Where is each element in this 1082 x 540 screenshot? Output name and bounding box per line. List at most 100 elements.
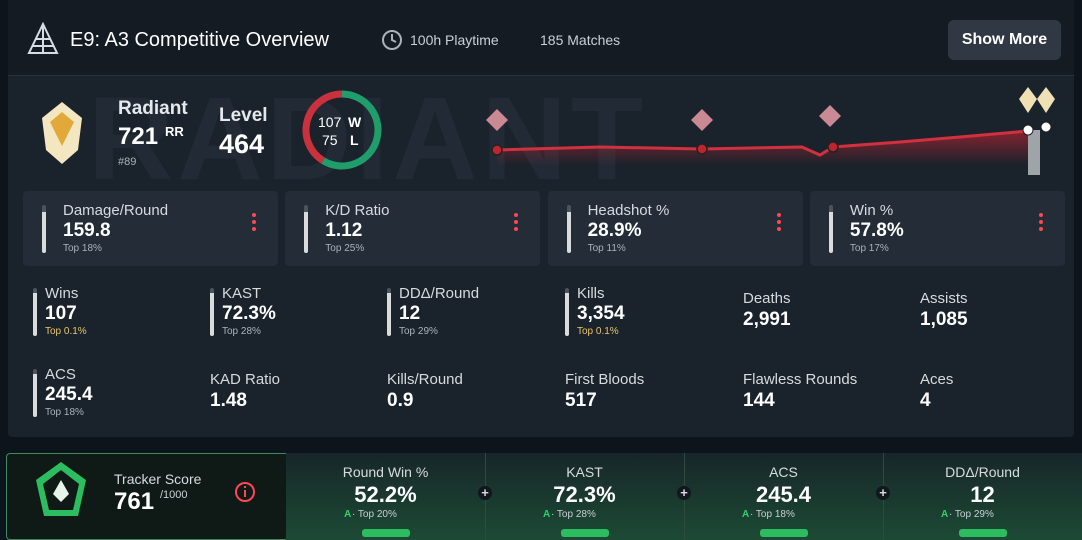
stat-label: KAST bbox=[222, 285, 262, 302]
playtime: 100h Playtime bbox=[410, 32, 499, 48]
score-stat-value: 72.3% bbox=[553, 482, 616, 507]
plus-icon: + bbox=[876, 486, 890, 500]
stat-bar bbox=[828, 205, 833, 253]
score-stat-label: KAST bbox=[566, 464, 603, 480]
stat-value: 72.3% bbox=[222, 303, 276, 324]
level-value: 464 bbox=[219, 129, 265, 159]
stat-rank: Top 0.1% bbox=[577, 326, 619, 337]
show-more-button[interactable]: Show More bbox=[948, 20, 1061, 60]
card-menu[interactable] bbox=[1038, 213, 1043, 234]
card-rank: Top 11% bbox=[587, 243, 626, 254]
card-label: Damage/Round bbox=[63, 202, 169, 219]
rank-icon bbox=[42, 102, 82, 164]
wins-label: W bbox=[348, 114, 362, 130]
stat-value: 1,085 bbox=[920, 309, 968, 330]
stat-value: 4 bbox=[920, 390, 931, 411]
stat-label: Wins bbox=[45, 285, 79, 302]
tracker-score-icon bbox=[36, 462, 86, 516]
stat-value: 144 bbox=[743, 390, 775, 411]
card-label: K/D Ratio bbox=[325, 202, 390, 219]
stat-rank: Top 0.1% bbox=[45, 326, 87, 337]
stat-label: DDΔ/Round bbox=[399, 285, 480, 302]
score-stat-rank: · Top 29% bbox=[949, 509, 994, 520]
stat-label: Aces bbox=[920, 371, 954, 388]
card-value: 57.8% bbox=[849, 220, 904, 241]
stat-bar bbox=[42, 205, 46, 253]
plus-icon: + bbox=[478, 486, 492, 500]
tracker-score-label: Tracker Score bbox=[114, 471, 202, 487]
stat-card bbox=[285, 191, 541, 266]
card-label: Headshot % bbox=[587, 202, 670, 219]
score-stat-grade: A bbox=[344, 509, 352, 520]
stat-rank: Top 28% bbox=[222, 326, 261, 337]
card-rank: Top 18% bbox=[63, 243, 102, 254]
score-stat-bar bbox=[959, 529, 1007, 537]
losses-label: L bbox=[350, 132, 359, 148]
wins: 107 bbox=[318, 114, 342, 130]
rank-position: #89 bbox=[118, 156, 137, 168]
stat-value: 0.9 bbox=[387, 390, 414, 411]
stat-bar bbox=[33, 369, 37, 417]
stat-bar bbox=[566, 205, 571, 253]
score-stat-rank: · Top 18% bbox=[750, 509, 795, 520]
stat-label: First Bloods bbox=[565, 371, 645, 388]
score-stat-label: ACS bbox=[769, 464, 798, 480]
card-value: 159.8 bbox=[63, 220, 111, 241]
score-stat-bar bbox=[760, 529, 808, 537]
score-stat-rank: · Top 20% bbox=[352, 509, 397, 520]
rank-rr-unit: RR bbox=[165, 124, 184, 139]
clock-icon bbox=[382, 30, 402, 50]
card-value: 1.12 bbox=[325, 220, 363, 241]
score-stat-grade: A bbox=[941, 509, 949, 520]
record-arc bbox=[321, 90, 382, 170]
score-stat-label: Round Win % bbox=[342, 464, 429, 480]
stat-value: 12 bbox=[399, 303, 421, 324]
stat-label: KAD Ratio bbox=[210, 371, 281, 388]
record-ring bbox=[302, 90, 382, 170]
level-label: Level bbox=[219, 105, 268, 126]
stat-value: 245.4 bbox=[45, 384, 93, 405]
losses: 75 bbox=[322, 132, 338, 148]
game-icon bbox=[27, 22, 59, 54]
stat-label: Assists bbox=[920, 290, 968, 307]
stat-label: Kills bbox=[577, 285, 605, 302]
score-stat-bar bbox=[362, 529, 410, 537]
stat-bar bbox=[304, 205, 309, 253]
rank-name: Radiant bbox=[118, 98, 188, 119]
record-arc bbox=[302, 90, 343, 164]
stat-value: 2,991 bbox=[743, 309, 791, 330]
card-rank: Top 25% bbox=[325, 243, 365, 254]
header-title: E9: A3 Competitive Overview bbox=[70, 29, 329, 51]
stat-bar bbox=[387, 288, 391, 336]
stat-bar bbox=[565, 288, 569, 336]
card-menu[interactable] bbox=[252, 213, 256, 234]
stat-label: Flawless Rounds bbox=[743, 371, 858, 388]
score-stat-grade: A bbox=[742, 509, 750, 520]
score-stat-label: DDΔ/Round bbox=[945, 464, 1020, 480]
plus-icon: + bbox=[677, 486, 691, 500]
stat-value: 107 bbox=[45, 303, 77, 324]
stat-label: Kills/Round bbox=[387, 371, 463, 388]
score-stat-bar bbox=[561, 529, 609, 537]
stat-bar bbox=[33, 288, 37, 336]
card-menu[interactable] bbox=[514, 213, 519, 234]
stat-bar bbox=[210, 288, 214, 336]
score-stat-value: 52.2% bbox=[354, 482, 417, 507]
stat-value: 1.48 bbox=[210, 390, 247, 411]
stat-value: 517 bbox=[565, 390, 597, 411]
card-value: 28.9% bbox=[587, 220, 642, 241]
stat-rank: Top 18% bbox=[45, 407, 84, 418]
score-stat-rank: · Top 28% bbox=[551, 509, 596, 520]
stat-label: Deaths bbox=[743, 290, 791, 307]
stat-card bbox=[23, 191, 278, 266]
matches: 185 Matches bbox=[540, 32, 621, 48]
score-stat-grade: A bbox=[543, 509, 551, 520]
card-label: Win % bbox=[849, 202, 894, 219]
info-icon[interactable] bbox=[234, 481, 256, 503]
stat-card bbox=[547, 191, 803, 266]
score-stat-value: 12 bbox=[970, 482, 995, 507]
card-menu[interactable] bbox=[776, 213, 781, 234]
stat-rank: Top 29% bbox=[399, 326, 438, 337]
stat-value: 3,354 bbox=[577, 303, 625, 324]
stat-card bbox=[809, 191, 1065, 266]
